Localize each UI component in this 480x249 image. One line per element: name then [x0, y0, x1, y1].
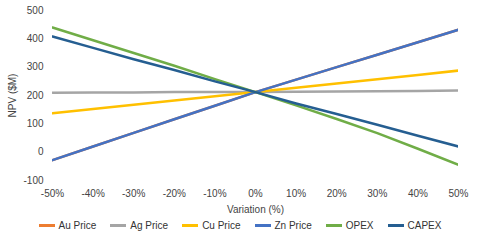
svg-text:100: 100 [27, 118, 44, 129]
svg-text:30%: 30% [367, 188, 387, 199]
html-text:Zn Price: Zn Price [274, 220, 312, 231]
html-text:Ag Price: Ag Price [130, 220, 169, 231]
svg-text:NPV ($M): NPV ($M) [7, 74, 18, 118]
html-text:OPEX: OPEX [345, 220, 374, 231]
html-text:Cu Price: Cu Price [202, 220, 241, 231]
svg-text:-10%: -10% [203, 188, 226, 199]
html-text:Au Price: Au Price [58, 220, 97, 231]
svg-text:40%: 40% [408, 188, 428, 199]
svg-text:200: 200 [27, 90, 44, 101]
svg-text:-20%: -20% [163, 188, 186, 199]
svg-text:-30%: -30% [122, 188, 145, 199]
svg-text:-40%: -40% [81, 188, 104, 199]
svg-text:10%: 10% [286, 188, 306, 199]
svg-text:400: 400 [27, 33, 44, 44]
svg-text:50%: 50% [448, 188, 468, 199]
svg-text:300: 300 [27, 61, 44, 72]
svg-text:500: 500 [27, 5, 44, 16]
svg-text:-100: -100 [23, 175, 43, 186]
svg-text:20%: 20% [327, 188, 347, 199]
svg-text:0%: 0% [248, 188, 263, 199]
svg-text:0: 0 [38, 146, 44, 157]
svg-text:-50%: -50% [41, 188, 64, 199]
svg-text:Variation (%): Variation (%) [227, 204, 284, 215]
html-text:CAPEX: CAPEX [407, 220, 442, 231]
